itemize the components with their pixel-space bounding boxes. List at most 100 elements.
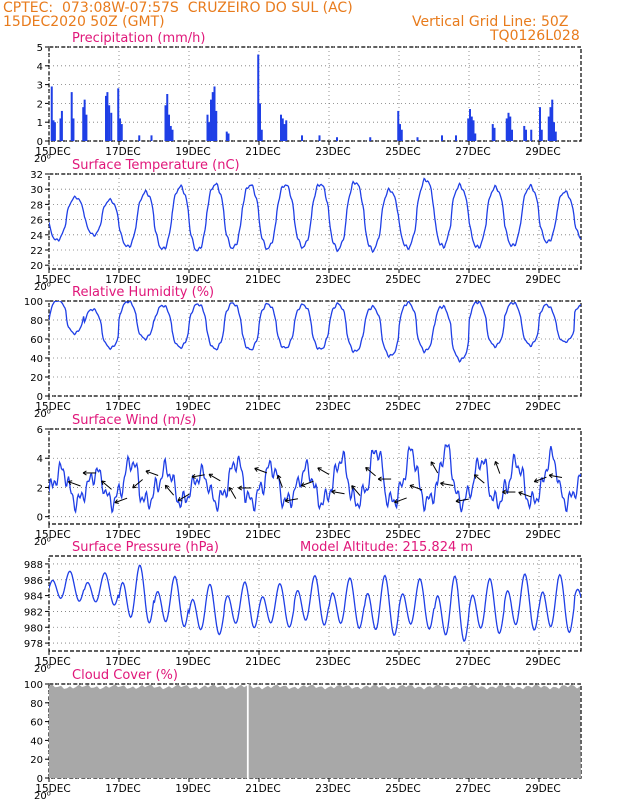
rh-ytick-label: 20 xyxy=(30,373,43,384)
precip-bar xyxy=(511,129,513,141)
wind-arrow-head xyxy=(331,489,336,495)
precip-bar xyxy=(211,92,214,141)
temp-year-fragment: 20⁰ xyxy=(34,282,51,293)
precip-bar xyxy=(470,116,473,141)
precip-ytick-label: 5 xyxy=(37,43,43,54)
wind-arrow xyxy=(177,493,190,502)
precip-bar xyxy=(171,129,174,141)
precip-bar xyxy=(53,122,56,141)
wind-arrow xyxy=(254,467,268,474)
temp-ytick-label: 24 xyxy=(30,231,43,242)
rh-ytick-label: 40 xyxy=(30,354,43,365)
wind-ytick-label: 0 xyxy=(37,513,43,524)
pres-xtick-label: 21DEC xyxy=(245,656,280,668)
wind-arrow xyxy=(277,475,283,488)
precip-bar xyxy=(467,118,470,141)
panel-wind: Surface Wind (m/s) 0 2 4 6 15DEC 17DEC 19DEC 21D… xyxy=(34,413,582,548)
precip-bar xyxy=(259,103,261,141)
precip-bar xyxy=(72,118,75,141)
wind-xtick-label: 15DEC xyxy=(35,529,70,541)
wind-arrow xyxy=(394,497,407,503)
pres-ytick-label: 980 xyxy=(24,623,43,634)
cloud-series xyxy=(49,684,581,778)
temp-line xyxy=(49,177,581,254)
precip-bar xyxy=(60,110,63,141)
wind-arrow-head xyxy=(82,470,87,476)
wind-xtick-label: 23DEC xyxy=(315,529,350,541)
precip-bar xyxy=(283,124,286,141)
wind-arrow-head xyxy=(533,478,539,483)
precip-bar xyxy=(540,129,543,141)
wind-title: Surface Wind (m/s) xyxy=(72,413,196,428)
wind-arrow-head xyxy=(67,480,73,485)
cloud-ytick-label: 80 xyxy=(30,699,43,710)
precip-bar xyxy=(108,105,111,141)
wind-arrow xyxy=(331,490,345,495)
pres-line xyxy=(49,564,581,642)
rh-ytick-label: 80 xyxy=(30,316,43,327)
temp-xtick-label: 27DEC xyxy=(455,274,490,286)
wind-arrow-head xyxy=(455,498,460,504)
cloud-xtick-label: 15DEC xyxy=(35,783,70,795)
precip-ytick-label: 2 xyxy=(37,99,43,110)
wind-arrow-head xyxy=(365,466,370,472)
cloud-ytick-label: 40 xyxy=(30,736,43,747)
wind-arrow xyxy=(114,497,128,504)
wind-arrow xyxy=(132,479,143,489)
precip-bar xyxy=(110,112,113,141)
precip-bar xyxy=(52,120,55,141)
precip-xtick-label: 19DEC xyxy=(175,146,210,158)
precip-bar xyxy=(206,114,209,141)
precip-bar xyxy=(400,129,403,141)
wind-arrow xyxy=(317,467,330,475)
wind-arrow-head xyxy=(548,473,554,479)
precip-bar xyxy=(166,94,169,141)
temp-xtick-label: 23DEC xyxy=(315,274,350,286)
pres-xtick-label: 17DEC xyxy=(105,656,140,668)
precip-ytick-label: 1 xyxy=(37,118,43,129)
precip-bar xyxy=(105,95,107,141)
pres-ytick-label: 986 xyxy=(24,576,43,587)
rh-xtick-label: 29DEC xyxy=(525,401,560,413)
precip-ytick-label: 3 xyxy=(37,81,43,92)
wind-xtick-label: 17DEC xyxy=(105,529,140,541)
precip-frame xyxy=(48,46,582,142)
precip-bar xyxy=(168,114,170,141)
precip-bar xyxy=(397,110,400,141)
wind-arrow xyxy=(101,480,112,490)
rh-ytick-label: 0 xyxy=(37,392,43,403)
wind-arrow xyxy=(534,476,547,483)
precip-bar xyxy=(120,124,123,141)
precip-bar xyxy=(369,137,372,141)
wind-ytick-label: 6 xyxy=(37,425,43,436)
precip-bar xyxy=(509,116,512,141)
wind-arrow xyxy=(430,461,439,474)
run-date: 15DEC2020 50Z (GMT) xyxy=(3,14,165,30)
precip-bar xyxy=(301,135,303,141)
precip-bar xyxy=(208,122,211,141)
temp-ytick-label: 20 xyxy=(30,261,43,272)
precip-bar xyxy=(227,133,230,141)
wind-xtick-label: 19DEC xyxy=(175,529,210,541)
temp-ytick-label: 26 xyxy=(30,216,43,227)
rh-xtick-label: 25DEC xyxy=(385,401,420,413)
wind-xtick-label: 25DEC xyxy=(385,529,420,541)
wind-arrow-head xyxy=(494,461,499,466)
wind-ytick-label: 2 xyxy=(37,483,43,494)
wind-arrow-head xyxy=(300,482,306,487)
cloud-title: Cloud Cover (%) xyxy=(72,668,178,683)
rh-xtick-label: 23DEC xyxy=(315,401,350,413)
wind-arrow-head xyxy=(317,467,322,472)
precip-xtick-label: 15DEC xyxy=(35,146,70,158)
wind-arrow-head xyxy=(238,485,243,491)
pres-ytick-label: 984 xyxy=(24,592,43,603)
precip-bar xyxy=(213,86,216,141)
precip-year-fragment: 20⁰ xyxy=(34,154,51,165)
precip-bar xyxy=(472,120,475,141)
precip-bar xyxy=(549,107,552,141)
wind-arrow-head xyxy=(228,486,234,492)
precip-bar xyxy=(150,135,153,141)
wind-arrow xyxy=(494,461,501,474)
wind-arrow xyxy=(455,498,469,502)
cloud-xtick-label: 23DEC xyxy=(315,783,350,795)
